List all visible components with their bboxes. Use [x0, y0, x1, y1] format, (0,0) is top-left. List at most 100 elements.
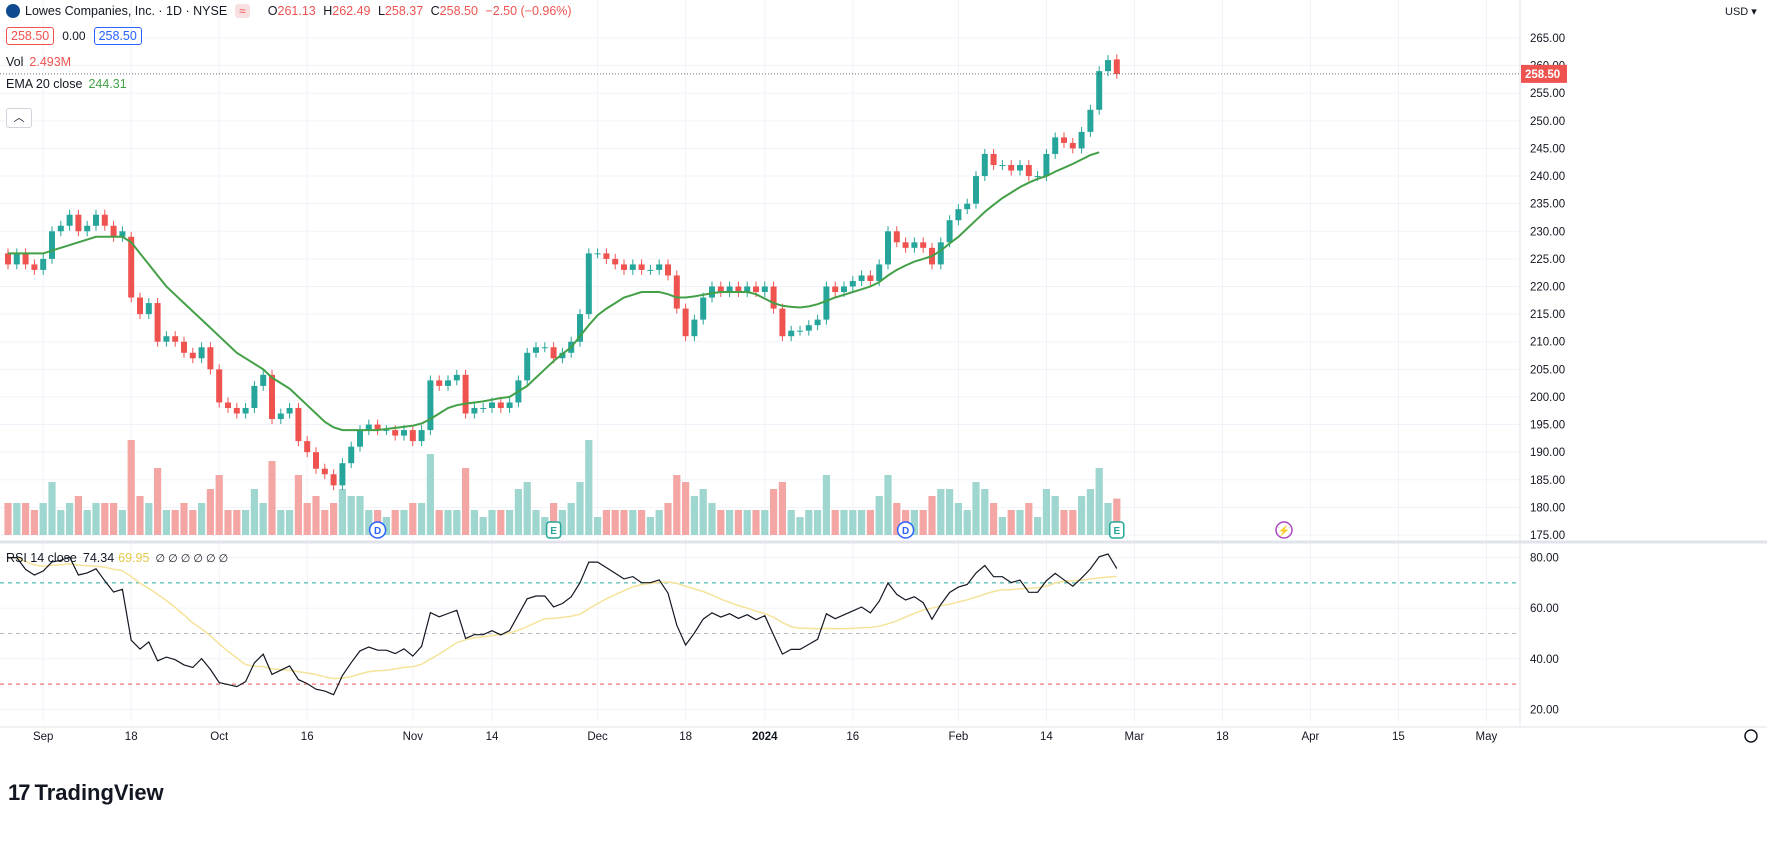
price-tick-label: 175.00 [1530, 530, 1565, 542]
volume-bar [514, 489, 522, 535]
price-tick-label: 255.00 [1530, 88, 1565, 100]
candle-body [999, 165, 1006, 167]
candle-body [304, 441, 311, 453]
volume-bar [919, 510, 927, 535]
candle [1052, 132, 1059, 159]
rsi-ma-value: 69.95 [118, 551, 150, 565]
volume-bar [761, 510, 769, 535]
candle-body [374, 424, 381, 431]
candle [647, 264, 654, 275]
candle [893, 226, 900, 248]
candle-body [533, 347, 539, 353]
volume-bar [849, 510, 857, 535]
candle-body [321, 468, 328, 475]
volume-bar [30, 510, 38, 535]
candle-body [832, 286, 839, 293]
candle-body [1069, 142, 1076, 149]
volume-value: 2.493M [29, 55, 72, 69]
volume-bar [690, 496, 698, 535]
candle [770, 281, 777, 314]
price-tick-label: 235.00 [1530, 199, 1565, 211]
ask-box[interactable]: 258.50 [93, 27, 142, 45]
bid-box[interactable]: 258.50 [6, 27, 55, 45]
candle-body [1078, 131, 1085, 149]
price-tick-label: 230.00 [1530, 226, 1565, 238]
ema-20-line [8, 151, 1100, 432]
volume-bar [550, 503, 558, 535]
volume-bar [338, 489, 346, 535]
candle [233, 403, 240, 419]
volume-bar [620, 510, 628, 535]
volume-bar [66, 503, 74, 535]
rsi-pane [0, 553, 1520, 696]
volume-bar [127, 440, 135, 535]
candle [198, 342, 205, 364]
volume-bar [259, 503, 267, 535]
volume-bar [39, 503, 47, 535]
volume-bar [1086, 489, 1094, 535]
ema-legend[interactable]: EMA 20 close 244.31 [6, 77, 127, 91]
volume-bar [629, 510, 637, 535]
price-tick-label: 245.00 [1530, 143, 1565, 155]
candle-body [489, 402, 495, 408]
candle-body [66, 214, 73, 226]
candle-body [823, 286, 830, 320]
volume-bar [189, 510, 197, 535]
candle-body [805, 325, 812, 331]
volume-legend[interactable]: Vol 2.493M [6, 55, 71, 69]
event-marker: D [896, 521, 915, 539]
candle-body [981, 153, 988, 177]
compare-icon[interactable]: ≈ [235, 4, 250, 18]
candle-body [585, 253, 592, 315]
time-tick-label: Mar [1124, 731, 1144, 743]
candle [858, 270, 865, 286]
collapse-legend-button[interactable]: ︿ [6, 108, 32, 128]
event-markers[interactable]: D E D E ⚡ [368, 521, 1293, 539]
volume-bar [1051, 496, 1059, 535]
symbol-legend[interactable]: Lowes Companies, Inc. · 1D · NYSE ≈ O261… [6, 4, 572, 18]
volume-bar [444, 510, 452, 535]
candle [1025, 160, 1032, 182]
candle [577, 309, 583, 347]
candle-body [709, 286, 715, 298]
candle [779, 303, 786, 342]
candle [145, 298, 152, 320]
candle-body [665, 264, 671, 276]
rsi-legend[interactable]: RSI 14 close 74.34 69.95 ∅ ∅ ∅ ∅ ∅ ∅ [6, 551, 228, 565]
volume-bar [268, 461, 276, 535]
volume-bar [523, 482, 531, 535]
candle [506, 397, 513, 413]
volume-bar [1078, 496, 1086, 535]
candle [621, 259, 627, 275]
candle [31, 259, 38, 275]
volume-bar [1060, 510, 1068, 535]
candle [471, 403, 478, 419]
currency-selector[interactable]: USD ▾ [1725, 6, 1757, 18]
candle-body [137, 297, 143, 315]
candle [937, 237, 944, 270]
volume-bar [576, 482, 584, 535]
candle-body [277, 413, 284, 420]
symbol-name[interactable]: Lowes Companies, Inc. · 1D · NYSE [25, 4, 228, 18]
volume-bar [1104, 503, 1112, 535]
time-tick-label: 14 [486, 731, 499, 743]
candle-body [1043, 153, 1050, 177]
ohlc-values: O261.13 H262.49 L258.37 C258.50 −2.50 (−… [267, 4, 572, 18]
volume-bar [286, 510, 294, 535]
time-tick-label: Dec [587, 731, 608, 743]
candle [867, 270, 874, 286]
candle-body [744, 286, 751, 293]
price-tick-label: 265.00 [1530, 33, 1565, 45]
rsi-value: 74.34 [82, 551, 115, 565]
candle [269, 369, 275, 425]
candle-body [691, 319, 698, 337]
volume-bar [453, 510, 461, 535]
rsi-tick-label: 80.00 [1530, 553, 1559, 565]
candle [665, 259, 671, 281]
volume-bar [206, 489, 214, 535]
candle [964, 198, 971, 215]
candle [357, 425, 363, 452]
candle-body [242, 407, 249, 414]
bid-ask-row: 258.50 0.00 258.50 [6, 27, 142, 45]
